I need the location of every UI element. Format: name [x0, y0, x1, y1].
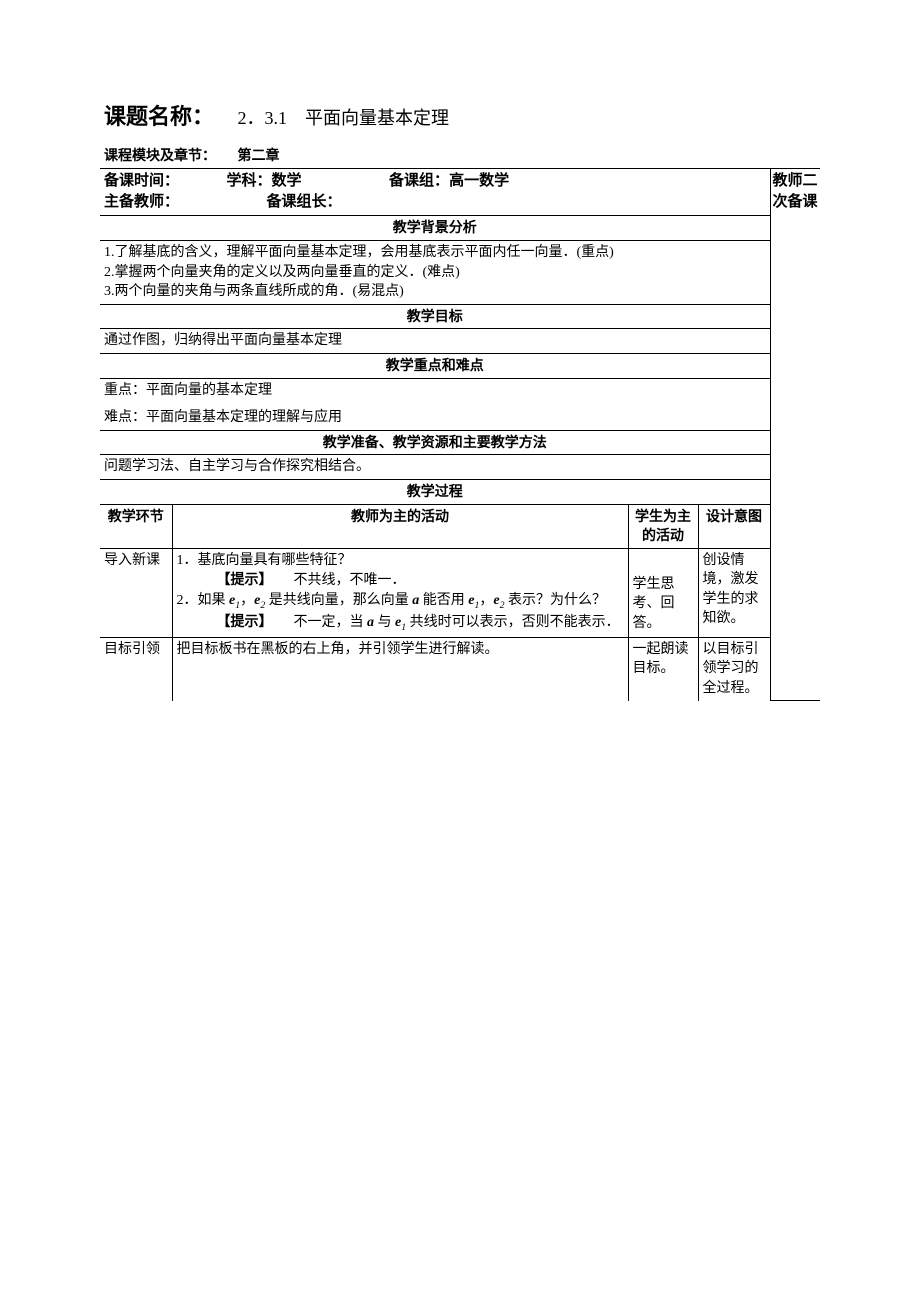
background-header: 教学背景分析 — [100, 216, 770, 241]
process-col-headers: 教学环节 教师为主的活动 学生为主的活动 设计意图 — [100, 504, 820, 548]
intro-design: 创设情境，激发学生的求知欲。 — [698, 548, 770, 637]
goal-design: 以目标引领学习的全过程。 — [698, 637, 770, 700]
prep-body: 问题学习法、自主学习与合作探究相结合。 — [100, 455, 770, 480]
intro-phase: 导入新课 — [100, 548, 172, 637]
prep-header: 教学准备、教学资源和主要教学方法 — [100, 430, 770, 455]
col-design: 设计意图 — [698, 504, 770, 548]
objective-body: 通过作图，归纳得出平面向量基本定理 — [100, 329, 770, 354]
bg-p1: 1.了解基底的含义，理解平面向量基本定理，会用基底表示平面内任一向量．(重点) — [104, 243, 766, 263]
lesson-table: 课题名称： 2．3.1 平面向量基本定理 课程模块及章节： 第二章 备课时间： … — [100, 100, 820, 701]
title-label: 课题名称： — [104, 104, 214, 129]
background-body: 1.了解基底的含义，理解平面向量基本定理，会用基底表示平面内任一向量．(重点) … — [100, 240, 770, 304]
intro-a1: 不共线，不唯一． — [294, 573, 406, 588]
goal-student: 一起朗读目标。 — [628, 637, 698, 700]
intro-q2: 2．如果 e1，e2 是共线向量，那么向量 a 能否用 e1，e2 表示？为什么… — [177, 591, 624, 613]
intro-teacher: 1．基底向量具有哪些特征？ 【提示】 不共线，不唯一． 2．如果 e1，e2 是… — [172, 548, 628, 637]
goal-teacher: 把目标板书在黑板的右上角，并引领学生进行解读。 — [172, 637, 628, 700]
intro-student: 学生思考、回答。 — [628, 548, 698, 637]
module-label: 课程模块及章节： — [104, 149, 216, 164]
secondary-prep-cell: 教师二次备课 — [770, 169, 820, 701]
intro-a2: 【提示】 不一定，当 a 与 e1 共线时可以表示，否则不能表示． — [177, 612, 624, 635]
keypoints-header: 教学重点和难点 — [100, 353, 770, 378]
secondary-label: 教师二次备课 — [773, 173, 818, 210]
keypoints-body: 重点：平面向量的基本定理 难点：平面向量基本定理的理解与应用 — [100, 378, 770, 430]
kp-line1: 重点：平面向量的基本定理 — [104, 381, 766, 409]
col-phase: 教学环节 — [100, 504, 172, 548]
group-value: 高一数学 — [449, 173, 509, 189]
module-value: 第二章 — [220, 149, 280, 164]
subject-value: 数学 — [272, 173, 302, 189]
main-teacher-label: 主备教师： — [104, 194, 179, 210]
process-header: 教学过程 — [100, 479, 770, 504]
kp-line2: 难点：平面向量基本定理的理解与应用 — [104, 408, 766, 428]
lesson-plan-page: 课题名称： 2．3.1 平面向量基本定理 课程模块及章节： 第二章 备课时间： … — [0, 0, 920, 741]
prep-time-label: 备课时间： — [104, 173, 179, 189]
title-value: 2．3.1 平面向量基本定理 — [218, 108, 450, 128]
subject-label: 学科： — [227, 173, 272, 189]
hint-label-2: 【提示】 — [217, 613, 273, 629]
intro-q1: 1．基底向量具有哪些特征？ — [177, 551, 624, 571]
row-intro: 导入新课 1．基底向量具有哪些特征？ 【提示】 不共线，不唯一． 2．如果 e1… — [100, 548, 820, 637]
row-goal: 目标引领 把目标板书在黑板的右上角，并引领学生进行解读。 一起朗读目标。 以目标… — [100, 637, 820, 700]
hint-label-1: 【提示】 — [217, 571, 273, 587]
goal-phase: 目标引领 — [100, 637, 172, 700]
title-cell: 课题名称： 2．3.1 平面向量基本定理 课程模块及章节： 第二章 — [100, 100, 820, 169]
group-label: 备课组： — [389, 173, 449, 189]
group-leader-label: 备课组长： — [267, 194, 342, 210]
objective-header: 教学目标 — [100, 304, 770, 329]
bg-p2: 2.掌握两个向量夹角的定义以及两向量垂直的定义．(难点) — [104, 263, 766, 283]
bg-p3: 3.两个向量的夹角与两条直线所成的角．(易混点) — [104, 282, 766, 302]
meta-cell: 备课时间： 学科：数学 备课组：高一数学 主备教师： 备课组长： — [100, 169, 770, 216]
col-teacher: 教师为主的活动 — [172, 504, 628, 548]
col-student: 学生为主的活动 — [628, 504, 698, 548]
